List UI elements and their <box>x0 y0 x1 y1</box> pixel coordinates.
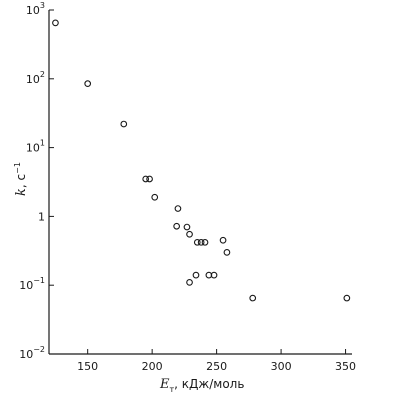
y-tick-base: 10 <box>19 348 33 361</box>
data-point <box>192 271 200 279</box>
data-point <box>210 271 218 279</box>
x-tick-label: 150 <box>77 360 98 373</box>
data-point <box>173 222 180 230</box>
data-point <box>146 175 153 183</box>
x-axis-label: Eт, кДж/моль <box>159 377 244 394</box>
y-axis-exponent: −1 <box>13 162 22 174</box>
data-point <box>120 120 128 128</box>
y-tick-label: 103 <box>26 1 45 17</box>
y-tick-exponent: −1 <box>33 276 45 285</box>
x-axis-subscript: т <box>170 385 175 394</box>
data-point <box>186 230 193 238</box>
y-tick-base: 10 <box>26 142 40 155</box>
data-point <box>197 238 205 246</box>
x-axis-symbol: E <box>159 377 170 392</box>
data-point <box>142 175 150 183</box>
y-tick-exponent: 2 <box>40 70 45 79</box>
x-tick-label: 350 <box>335 360 356 373</box>
y-tick-label: 102 <box>26 70 45 86</box>
y-tick-base: 10 <box>26 73 40 86</box>
data-point <box>343 294 351 302</box>
data-point <box>223 249 231 256</box>
data-point <box>186 279 193 286</box>
data-point <box>219 236 227 244</box>
y-tick-exponent: 1 <box>40 139 45 148</box>
y-axis-symbol: k <box>14 188 29 196</box>
data-point <box>174 205 182 212</box>
x-ticks: 150 200 250 300 350 <box>77 349 356 373</box>
x-axis-suffix: , кДж/моль <box>174 377 244 391</box>
y-axis-label: k, с−1 <box>13 162 29 196</box>
data-points <box>52 19 351 302</box>
y-tick-base: 10 <box>19 279 33 292</box>
y-tick-label: 10−2 <box>19 345 45 361</box>
data-point <box>201 238 209 246</box>
x-tick-label: 250 <box>206 360 227 373</box>
axes <box>48 10 352 355</box>
y-tick-base: 1 <box>38 210 45 223</box>
data-point <box>151 193 159 201</box>
x-tick-label: 300 <box>271 360 292 373</box>
data-point <box>183 223 191 231</box>
y-tick-label: 10−1 <box>19 276 45 292</box>
data-point <box>84 80 92 88</box>
data-point <box>193 238 201 246</box>
data-point <box>52 19 59 27</box>
y-tick-label: 1 <box>38 210 45 223</box>
y-tick-exponent: 3 <box>40 1 45 10</box>
data-point <box>249 294 257 302</box>
y-axis-suffix: , с <box>14 174 28 188</box>
y-tick-label: 101 <box>26 139 45 155</box>
y-tick-exponent: −2 <box>33 345 45 354</box>
y-tick-base: 10 <box>26 4 40 17</box>
x-tick-label: 200 <box>142 360 163 373</box>
